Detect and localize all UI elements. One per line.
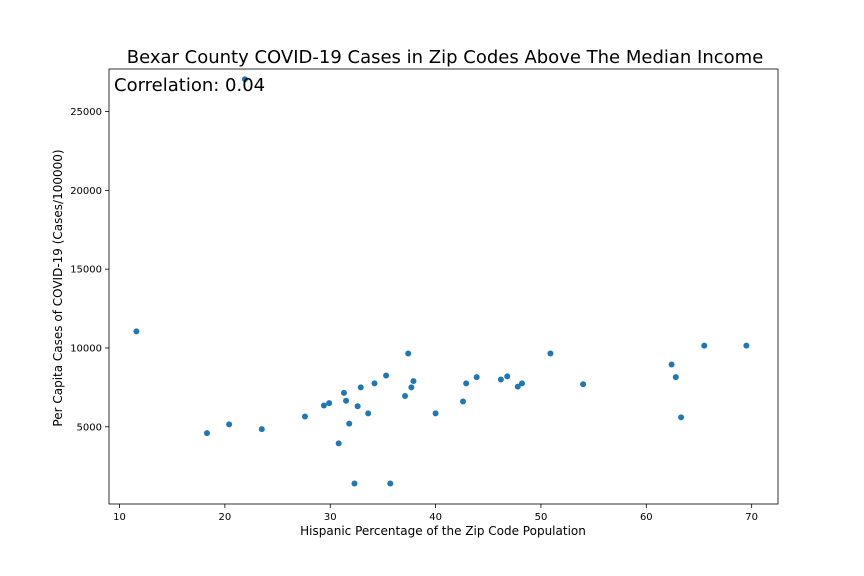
scatter-point [351, 480, 358, 487]
data-points [133, 76, 750, 487]
y-axis-ticks: 5000 10000 15000 20000 25000 [70, 107, 109, 433]
x-tick-label: 20 [219, 512, 232, 523]
scatter-point [226, 421, 233, 428]
scatter-point [335, 440, 342, 447]
scatter-point [387, 480, 394, 487]
scatter-point [514, 383, 521, 390]
scatter-point [410, 378, 417, 385]
scatter-point [701, 342, 708, 349]
axes-frame [108, 68, 779, 505]
x-axis-label: Hispanic Percentage of the Zip Code Popu… [300, 524, 586, 538]
scatter-point [432, 410, 439, 417]
x-tick-label: 40 [429, 512, 442, 523]
scatter-point [405, 350, 412, 357]
y-tick-label: 25000 [70, 107, 102, 118]
scatter-point [383, 372, 390, 379]
scatter-point [668, 361, 675, 368]
scatter-point [258, 426, 265, 433]
scatter-point [301, 413, 308, 420]
scatter-point [203, 430, 210, 437]
y-tick-label: 10000 [70, 343, 102, 354]
scatter-point [241, 76, 248, 83]
scatter-point [547, 350, 554, 357]
scatter-point [672, 374, 679, 381]
x-tick-label: 30 [324, 512, 337, 523]
y-tick-label: 20000 [70, 186, 102, 197]
x-axis-ticks: 10 20 30 40 50 60 70 [113, 504, 758, 523]
scatter-point [743, 342, 750, 349]
scatter-point [371, 380, 378, 387]
scatter-point [320, 402, 327, 409]
scatter-point [518, 380, 525, 387]
chart-title: Bexar County COVID-19 Cases in Zip Codes… [127, 47, 764, 68]
scatter-point [402, 393, 409, 400]
x-tick-label: 60 [640, 512, 653, 523]
scatter-point [340, 389, 347, 396]
scatter-point [473, 374, 480, 381]
scatter-point [357, 384, 364, 391]
scatter-point [365, 410, 372, 417]
scatter-point [343, 397, 350, 404]
scatter-point [497, 376, 504, 383]
scatter-point [354, 403, 361, 410]
scatter-point [346, 420, 353, 427]
scatter-point [463, 380, 470, 387]
y-tick-label: 5000 [77, 422, 102, 433]
y-axis-label: Per Capita Cases of COVID-19 (Cases/1000… [51, 149, 65, 426]
x-tick-label: 70 [745, 512, 758, 523]
x-tick-label: 50 [535, 512, 548, 523]
x-tick-label: 10 [113, 512, 126, 523]
scatter-point [408, 384, 415, 391]
scatter-point [504, 373, 511, 380]
correlation-annotation: Correlation: 0.04 [114, 75, 265, 96]
scatter-point [459, 398, 466, 405]
scatter-point [678, 414, 685, 421]
y-tick-label: 15000 [70, 265, 102, 276]
scatter-point [133, 328, 140, 335]
plot-area: 10 20 30 40 50 60 70 5000 10000 15000 20000 25000 [70, 68, 779, 523]
scatter-point [326, 400, 333, 407]
scatter-point [580, 381, 587, 388]
